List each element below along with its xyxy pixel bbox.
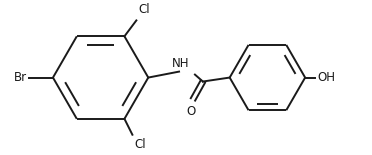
- Text: NH: NH: [172, 57, 190, 70]
- Text: Br: Br: [14, 71, 27, 84]
- Text: Cl: Cl: [134, 138, 146, 151]
- Text: O: O: [186, 105, 196, 118]
- Text: Cl: Cl: [138, 3, 150, 16]
- Text: OH: OH: [317, 71, 335, 84]
